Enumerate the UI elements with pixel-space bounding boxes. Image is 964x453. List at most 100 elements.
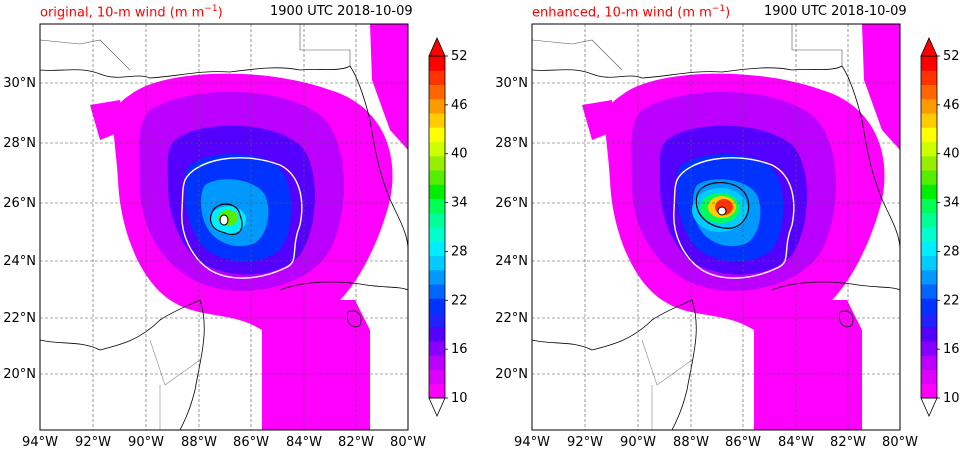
colorbar-segment [429, 84, 445, 100]
colorbar-tick-label: 10 [943, 391, 960, 406]
colorbar-segment [429, 369, 445, 385]
colorbar-segment [921, 170, 937, 185]
colorbar-tick-label: 10 [451, 391, 468, 406]
colorbar-tick-label: 52 [451, 49, 468, 64]
wind-field-patch [90, 100, 125, 140]
colorbar-segment [429, 155, 445, 171]
colorbar-bottom-arrow [920, 397, 938, 417]
colorbar-segment [429, 198, 445, 214]
colorbar-segment [921, 341, 937, 356]
wind-map-original: 30°N 28°N 26°N 24°N 22°N 20°N 94°W 92°W 90°W 88°W… [3, 23, 468, 450]
wind-field-patch [582, 100, 617, 140]
colorbar-segment [429, 312, 445, 328]
colorbar-tick-label: 46 [451, 98, 468, 113]
colorbar-segment [921, 198, 937, 214]
colorbar-segment [429, 212, 445, 228]
colorbar-segment [429, 341, 445, 356]
lon-label: 88°W [181, 435, 217, 450]
wind-field-atlantic [370, 24, 408, 150]
colorbar-tick-label: 40 [451, 147, 468, 162]
lat-label: 24°N [495, 254, 528, 269]
colorbar-segment [429, 184, 445, 199]
lon-label: 94°W [514, 435, 550, 450]
colorbar-segment [429, 269, 445, 285]
colorbar-segment [921, 269, 937, 285]
panel-time-label: 1900 UTC 2018-10-09 [270, 4, 413, 19]
colorbar-tick-label: 22 [943, 293, 960, 308]
coastline-cuba [771, 281, 900, 291]
wind-contour-white [673, 157, 795, 279]
colorbar-tick-label: 52 [943, 49, 960, 64]
eye [219, 214, 229, 226]
lon-label: 80°W [390, 435, 426, 450]
colorbar-tick-label: 16 [943, 342, 960, 357]
colorbar-tick-label: 34 [451, 196, 468, 211]
colorbar-segment [921, 284, 937, 299]
colorbar-frame [428, 55, 446, 399]
wind-contour-white [181, 157, 303, 279]
colorbar-segment [429, 98, 445, 114]
coastline-us [40, 65, 408, 251]
map-frame [531, 23, 901, 431]
colorbar-segment [429, 56, 445, 71]
lat-label: 26°N [3, 196, 36, 211]
colorbar-segment [429, 141, 445, 157]
lat-label: 26°N [495, 196, 528, 211]
eye [717, 206, 727, 216]
panel-title-left: enhanced, 10-m wind (m m−1) [532, 4, 731, 21]
colorbar-frame [920, 55, 938, 399]
colorbar-segment [429, 70, 445, 85]
lon-label: 90°W [128, 435, 164, 450]
lat-label: 22°N [3, 311, 36, 326]
lon-label: 80°W [882, 435, 918, 450]
colorbar-tick-label: 28 [943, 244, 960, 259]
colorbar-segment [921, 355, 937, 370]
panel-enhanced: enhanced, 10-m wind (m m−1) 1900 UTC 201… [492, 0, 964, 453]
colorbar-segment [429, 284, 445, 299]
colorbar-segment [921, 212, 937, 228]
border-lines [149, 339, 201, 430]
border-lines [641, 339, 693, 430]
colorbar-tick-label: 16 [451, 342, 468, 357]
colorbar-segment [921, 113, 937, 128]
colorbar-segment [921, 227, 937, 242]
colorbar-segment [429, 355, 445, 370]
colorbar-top-arrow [920, 37, 938, 57]
coastline-mexico [40, 299, 205, 430]
lon-label: 84°W [286, 435, 322, 450]
colorbar-top-arrow [428, 37, 446, 57]
colorbar-segment [921, 141, 937, 157]
lon-label: 88°W [673, 435, 709, 450]
colorbar-segment [921, 241, 937, 256]
map-content [532, 24, 900, 430]
colorbar-segment [429, 127, 445, 142]
colorbar-segment [429, 326, 445, 342]
colorbar-segment [921, 312, 937, 328]
colorbar-segment [921, 70, 937, 85]
lon-label: 86°W [725, 435, 761, 450]
lon-label: 90°W [620, 435, 656, 450]
lon-label: 86°W [233, 435, 269, 450]
colorbar-segment [429, 241, 445, 256]
colorbar-segment [429, 383, 445, 399]
colorbar-segment [921, 326, 937, 342]
colorbar-tick-label: 22 [451, 293, 468, 308]
lat-label: 30°N [3, 76, 36, 91]
colorbar-segment [429, 255, 445, 271]
wind-contour-black [209, 203, 243, 236]
lat-label: 28°N [3, 136, 36, 151]
colorbar-segment [921, 56, 937, 71]
lon-label: 94°W [22, 435, 58, 450]
colorbar-segment [921, 84, 937, 100]
lon-label: 82°W [830, 435, 866, 450]
lat-label: 28°N [495, 136, 528, 151]
lon-label: 84°W [778, 435, 814, 450]
panel-time-label: 1900 UTC 2018-10-09 [764, 4, 907, 19]
colorbar-segment [921, 383, 937, 399]
coastline-us [532, 65, 900, 251]
coastline-isla [839, 310, 854, 328]
map-frame [39, 23, 409, 431]
colorbar-segment [429, 113, 445, 128]
colorbar-tick-label: 46 [943, 98, 960, 113]
colorbar-segment [921, 255, 937, 271]
